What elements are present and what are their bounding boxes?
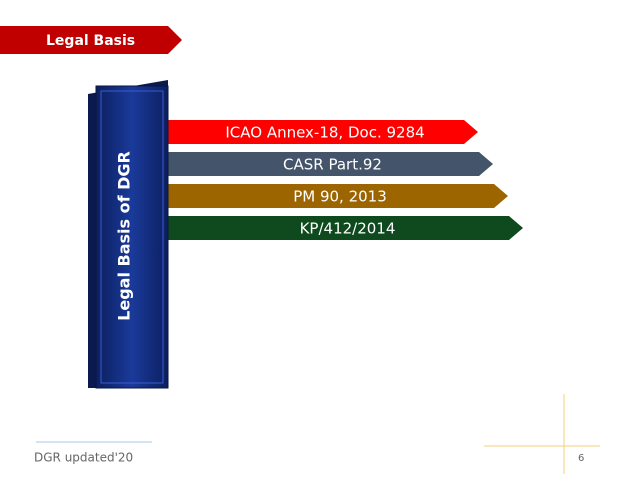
arrow [166,152,493,176]
arrow-label: ICAO Annex-18, Doc. 9284 [225,124,424,142]
arrow [166,120,478,144]
arrow [166,216,523,240]
pillar-inner [100,90,164,384]
slide-title: Legal Basis [46,33,135,49]
title-banner [0,26,182,54]
pillar [95,85,169,389]
arrow [166,184,508,208]
pillar-label: Legal Basis of DGR [115,151,134,321]
footer-text: DGR updated'20 [34,451,133,465]
arrow-label: PM 90, 2013 [293,188,387,206]
arrow-label: CASR Part.92 [283,156,382,174]
page-number: 6 [578,453,584,464]
arrow-label: KP/412/2014 [300,220,396,238]
